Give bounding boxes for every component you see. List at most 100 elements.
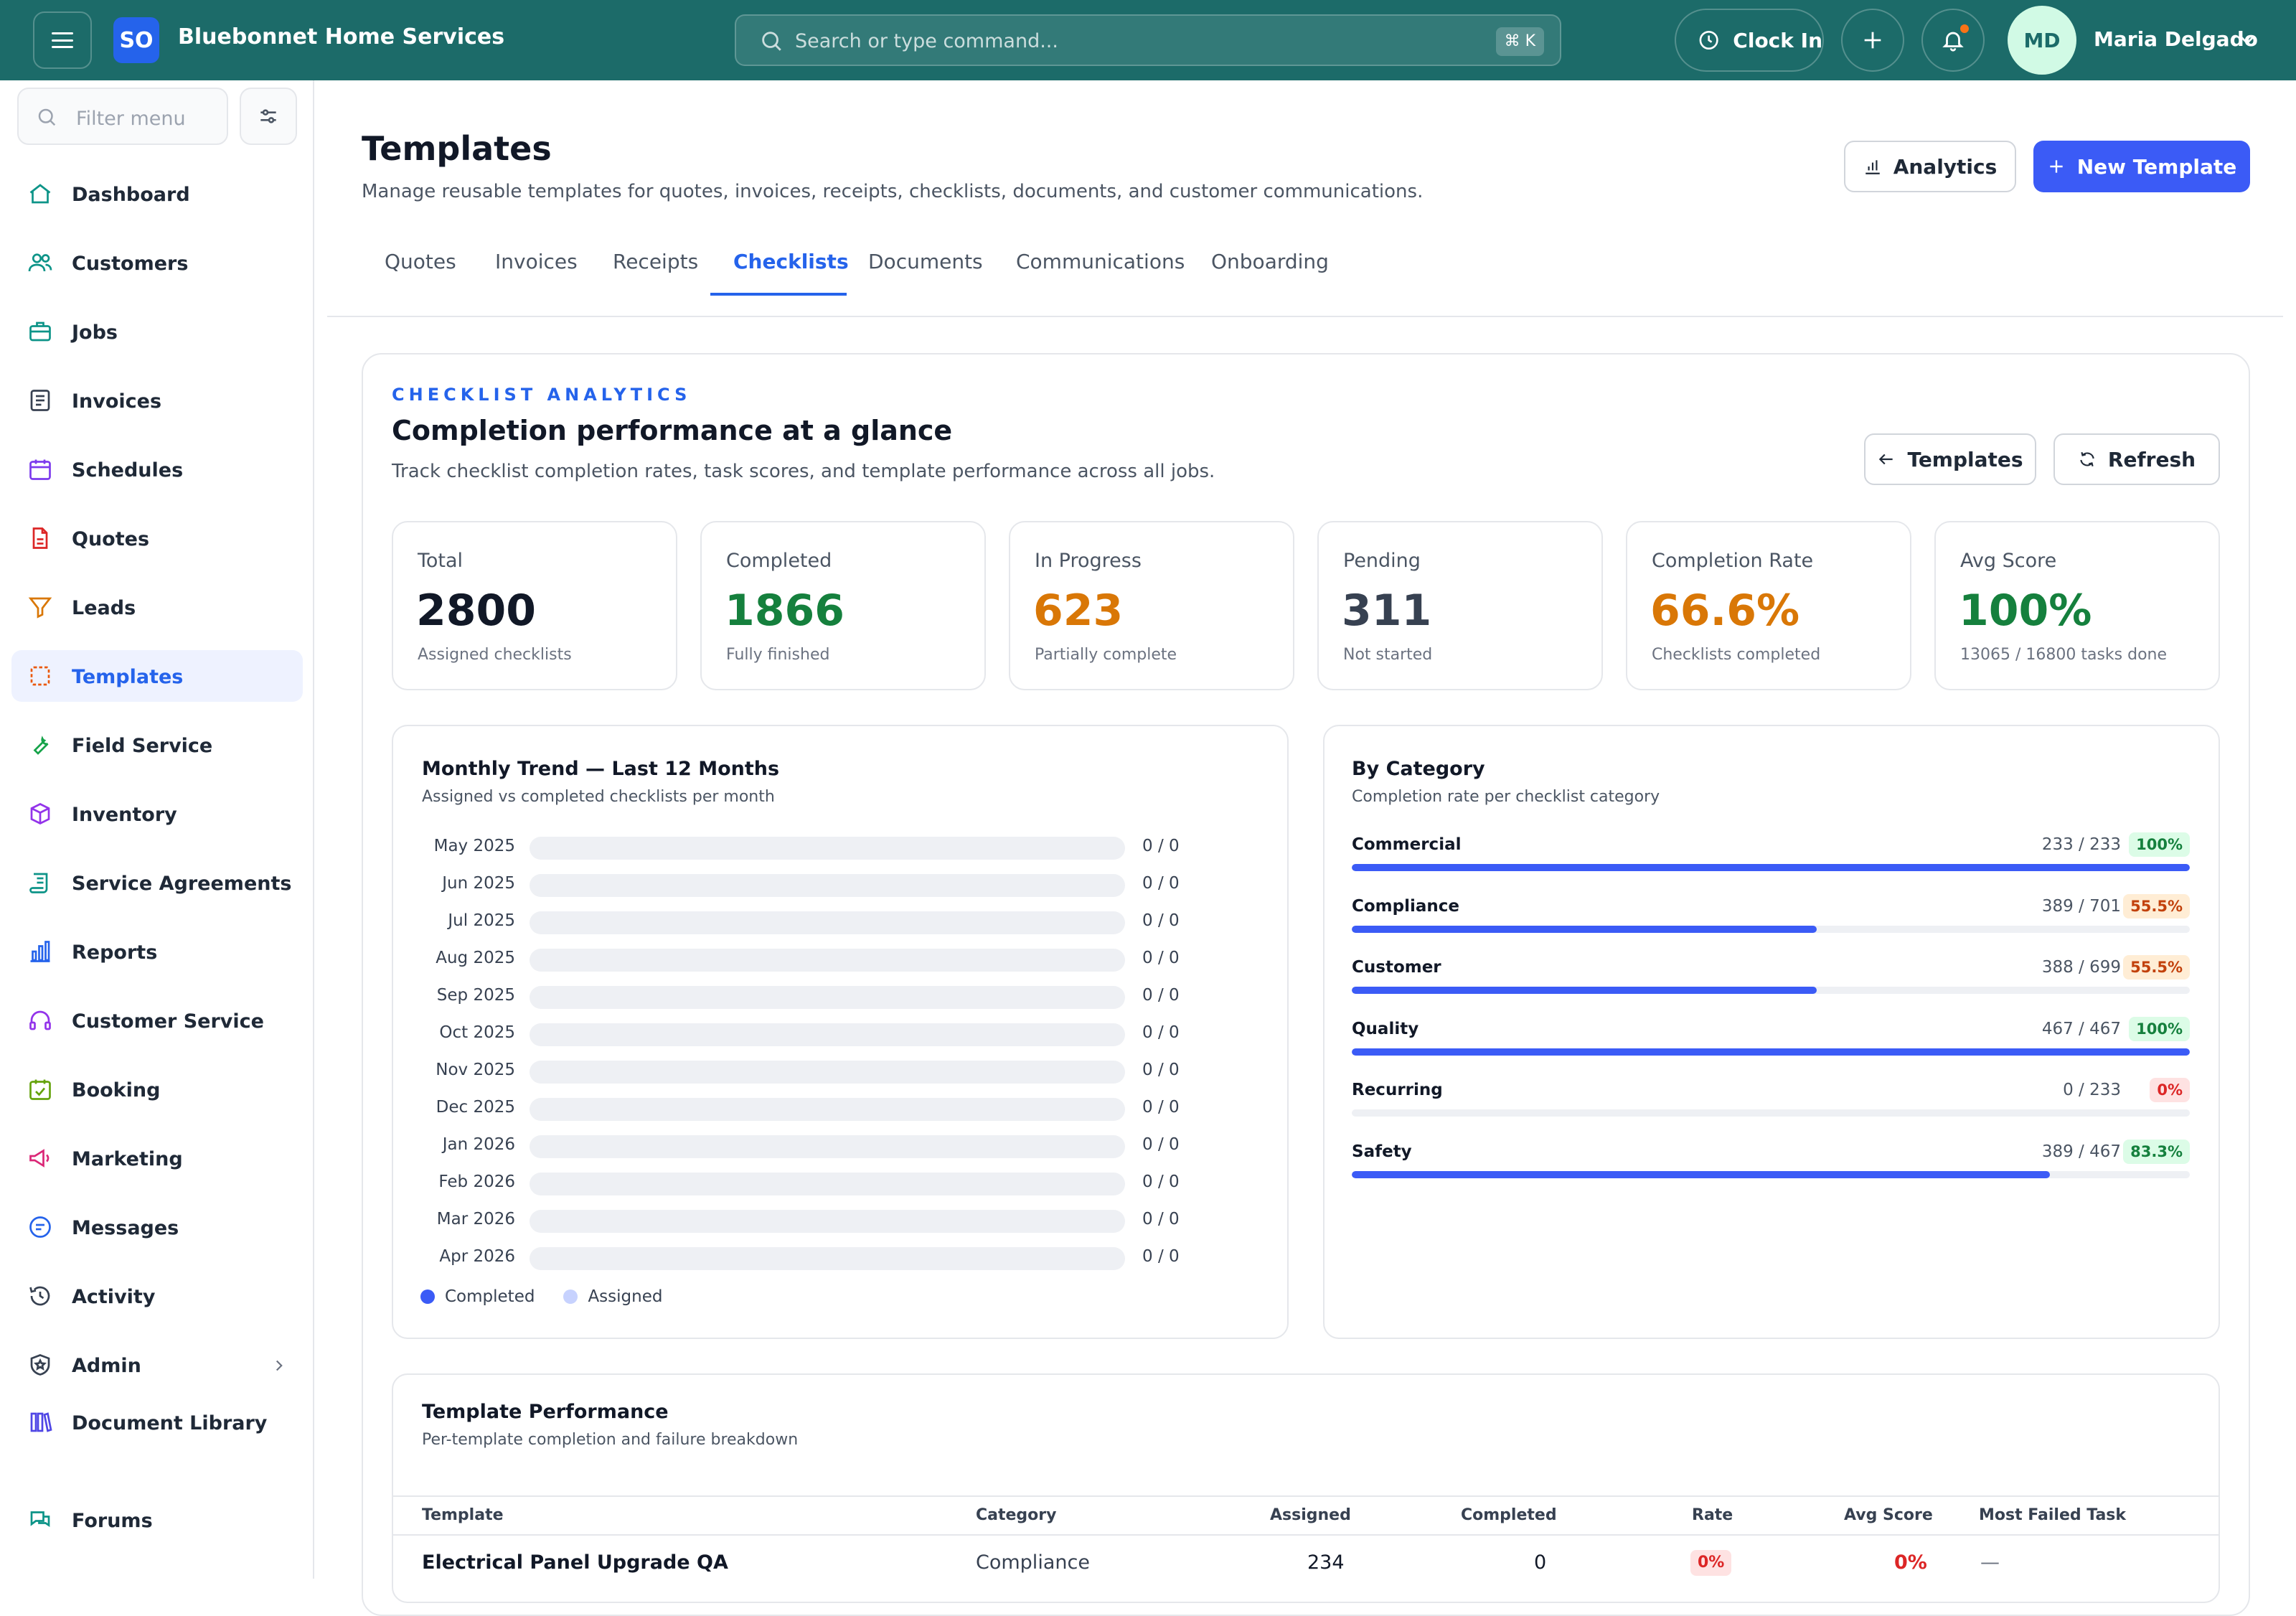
column-rate[interactable]: Rate	[1692, 1506, 1733, 1524]
trend-month-label: Mar 2026	[436, 1210, 515, 1229]
sidebar-item-quotes[interactable]: Quotes	[11, 512, 303, 564]
sidebar-item-document-library[interactable]: Document Library	[11, 1396, 303, 1448]
tab-onboarding[interactable]: Onboarding	[1211, 250, 1329, 273]
category-rate-badge: 83.3%	[2123, 1139, 2190, 1164]
trend-month-value: 0 / 0	[1142, 949, 1180, 967]
sidebar-item-jobs[interactable]: Jobs	[11, 306, 303, 357]
sidebar-item-marketing[interactable]: Marketing	[11, 1132, 303, 1184]
stat-caption: Assigned checklists	[418, 646, 572, 664]
trend-bar-track	[530, 1098, 1125, 1121]
column-assigned[interactable]: Assigned	[1270, 1506, 1351, 1524]
sidebar-item-messages[interactable]: Messages	[11, 1201, 303, 1253]
new-template-button[interactable]: New Template	[2033, 141, 2250, 192]
tab-communications[interactable]: Communications	[1016, 250, 1185, 273]
tab-invoices[interactable]: Invoices	[495, 250, 578, 273]
row-template-name[interactable]: Electrical Panel Upgrade QA	[422, 1551, 728, 1574]
category-row-recurring: Recurring 0 / 233 0%	[1352, 1078, 2190, 1131]
analytics-button[interactable]: Analytics	[1844, 141, 2016, 192]
user-avatar[interactable]: MD	[2008, 6, 2076, 75]
chevron-down-icon[interactable]	[2236, 29, 2259, 52]
sidebar-item-label: Admin	[72, 1355, 141, 1377]
sidebar-item-leads[interactable]: Leads	[11, 581, 303, 633]
sidebar-item-schedules[interactable]: Schedules	[11, 443, 303, 495]
sidebar-item-forums[interactable]: Forums	[11, 1494, 303, 1546]
category-progress-track	[1352, 1109, 2190, 1117]
new-template-label: New Template	[2076, 154, 2237, 179]
search-placeholder: Search or type command...	[795, 30, 1058, 52]
stat-label: Avg Score	[1960, 550, 2057, 572]
trend-bar-track	[530, 986, 1125, 1009]
column-most-failed-task[interactable]: Most Failed Task	[1979, 1506, 2127, 1524]
column-category[interactable]: Category	[976, 1506, 1057, 1524]
trend-row: Feb 2026 0 / 0	[392, 1167, 1287, 1195]
menu-toggle-button[interactable]	[33, 11, 92, 69]
sidebar-item-dashboard[interactable]: Dashboard	[11, 168, 303, 220]
clock-in-button[interactable]: Clock In	[1675, 9, 1824, 72]
category-count: 388 / 699	[2041, 958, 2121, 977]
quick-add-button[interactable]	[1841, 9, 1904, 72]
notifications-button[interactable]	[1921, 9, 1985, 72]
tab-receipts[interactable]: Receipts	[613, 250, 699, 273]
category-row-safety: Safety 389 / 467 83.3%	[1352, 1139, 2190, 1193]
sidebar-item-service-agreements[interactable]: Service Agreements	[11, 857, 303, 908]
app-logo[interactable]: SO	[113, 17, 159, 63]
search-icon	[762, 32, 781, 51]
category-progress-track	[1352, 1048, 2190, 1056]
tab-quotes[interactable]: Quotes	[385, 250, 456, 273]
stat-label: Total	[418, 550, 464, 572]
trend-month-value: 0 / 0	[1142, 911, 1180, 930]
home-icon	[29, 184, 51, 204]
sidebar-item-invoices[interactable]: Invoices	[11, 375, 303, 426]
chevron-right-icon[interactable]	[270, 1356, 288, 1375]
stat-caption: Partially complete	[1035, 646, 1177, 664]
category-name: Safety	[1352, 1142, 1412, 1161]
trend-month-value: 0 / 0	[1142, 1023, 1180, 1042]
sidebar-item-customer-service[interactable]: Customer Service	[11, 995, 303, 1046]
stat-card-in-progress: In Progress 623 Partially complete	[1009, 521, 1294, 690]
user-name[interactable]: Maria Delgado	[2094, 27, 2258, 51]
tab-checklists[interactable]: Checklists	[733, 250, 849, 273]
sidebar-item-templates[interactable]: Templates	[11, 650, 303, 702]
sidebar-item-activity[interactable]: Activity	[11, 1270, 303, 1322]
filter-options-button[interactable]	[240, 88, 297, 145]
trend-bar-track	[530, 949, 1125, 972]
trend-row: Oct 2025 0 / 0	[392, 1018, 1287, 1046]
column-template[interactable]: Template	[422, 1506, 504, 1524]
back-to-templates-button[interactable]: Templates	[1864, 433, 2036, 485]
top-bar: SO Bluebonnet Home Services Search or ty…	[0, 0, 2296, 80]
category-rate-badge: 100%	[2129, 832, 2190, 857]
command-search-input[interactable]: Search or type command... ⌘ K	[735, 14, 1561, 66]
category-title: By Category	[1352, 758, 1485, 780]
column-avg-score[interactable]: Avg Score	[1844, 1506, 1933, 1524]
sidebar-item-admin[interactable]: Admin	[11, 1339, 303, 1391]
tab-documents[interactable]: Documents	[868, 250, 983, 273]
sidebar-item-inventory[interactable]: Inventory	[11, 788, 303, 840]
stat-value: 623	[1033, 586, 1124, 636]
category-rate-badge: 55.5%	[2123, 955, 2190, 980]
calendar-icon	[29, 459, 51, 480]
sidebar-item-reports[interactable]: Reports	[11, 926, 303, 977]
trend-month-value: 0 / 0	[1142, 874, 1180, 893]
sidebar-item-field-service[interactable]: Field Service	[11, 719, 303, 771]
sidebar-item-booking[interactable]: Booking	[11, 1063, 303, 1115]
template-tabs: Quotes Invoices Receipts Checklists Docu…	[327, 237, 2283, 317]
trend-month-label: Feb 2026	[438, 1173, 515, 1191]
filter-menu-input[interactable]: Filter menu	[17, 88, 228, 145]
trend-row: Nov 2025 0 / 0	[392, 1055, 1287, 1084]
sidebar-item-label: Forums	[72, 1510, 153, 1532]
trend-row: Aug 2025 0 / 0	[392, 943, 1287, 972]
stat-card-completion-rate: Completion Rate 66.6% Checklists complet…	[1626, 521, 1911, 690]
sidebar-item-customers[interactable]: Customers	[11, 237, 303, 288]
row-rate-badge: 0%	[1690, 1550, 1732, 1576]
performance-title: Template Performance	[422, 1401, 669, 1423]
refresh-button[interactable]: Refresh	[2053, 433, 2220, 485]
bar-chart-icon	[30, 941, 50, 962]
sidebar-item-label: Messages	[72, 1217, 179, 1239]
page-subtitle: Manage reusable templates for quotes, in…	[362, 181, 1424, 202]
column-completed[interactable]: Completed	[1461, 1506, 1557, 1524]
category-progress-track	[1352, 925, 2190, 933]
box-icon	[30, 802, 50, 825]
sidebar-item-label: Field Service	[72, 735, 213, 757]
trend-month-label: Jan 2026	[442, 1135, 515, 1154]
